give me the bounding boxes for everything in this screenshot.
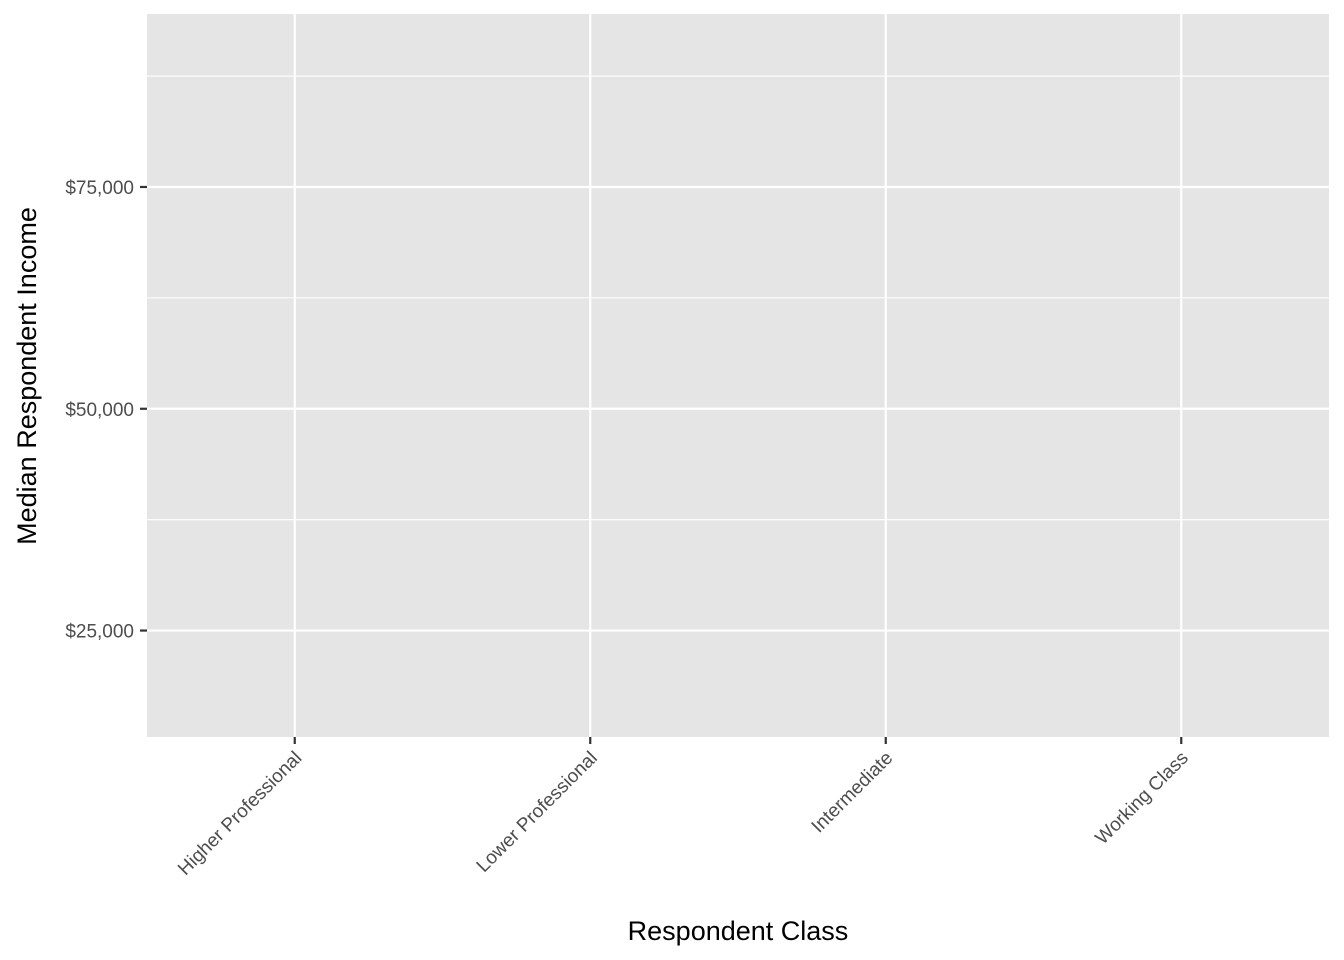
x-tick-label: Lower Professional xyxy=(473,748,602,877)
y-tick-label: $25,000 xyxy=(65,622,134,643)
x-axis-title: Respondent Class xyxy=(628,916,849,946)
x-tick-label: Intermediate xyxy=(808,748,898,838)
y-axis: $25,000 $50,000 $75,000 xyxy=(65,178,147,643)
y-tick-label: $50,000 xyxy=(65,400,134,421)
y-tick-label: $75,000 xyxy=(65,178,134,199)
y-axis-title: Median Respondent Income xyxy=(12,207,42,545)
major-gridlines xyxy=(147,14,1329,737)
x-tick-label: Higher Professional xyxy=(174,748,306,880)
x-axis: Higher Professional Lower Professional Int… xyxy=(174,737,1193,880)
minor-gridlines xyxy=(147,75,1329,521)
x-tick-label: Working Class xyxy=(1092,748,1193,849)
plot-panel xyxy=(147,14,1329,737)
